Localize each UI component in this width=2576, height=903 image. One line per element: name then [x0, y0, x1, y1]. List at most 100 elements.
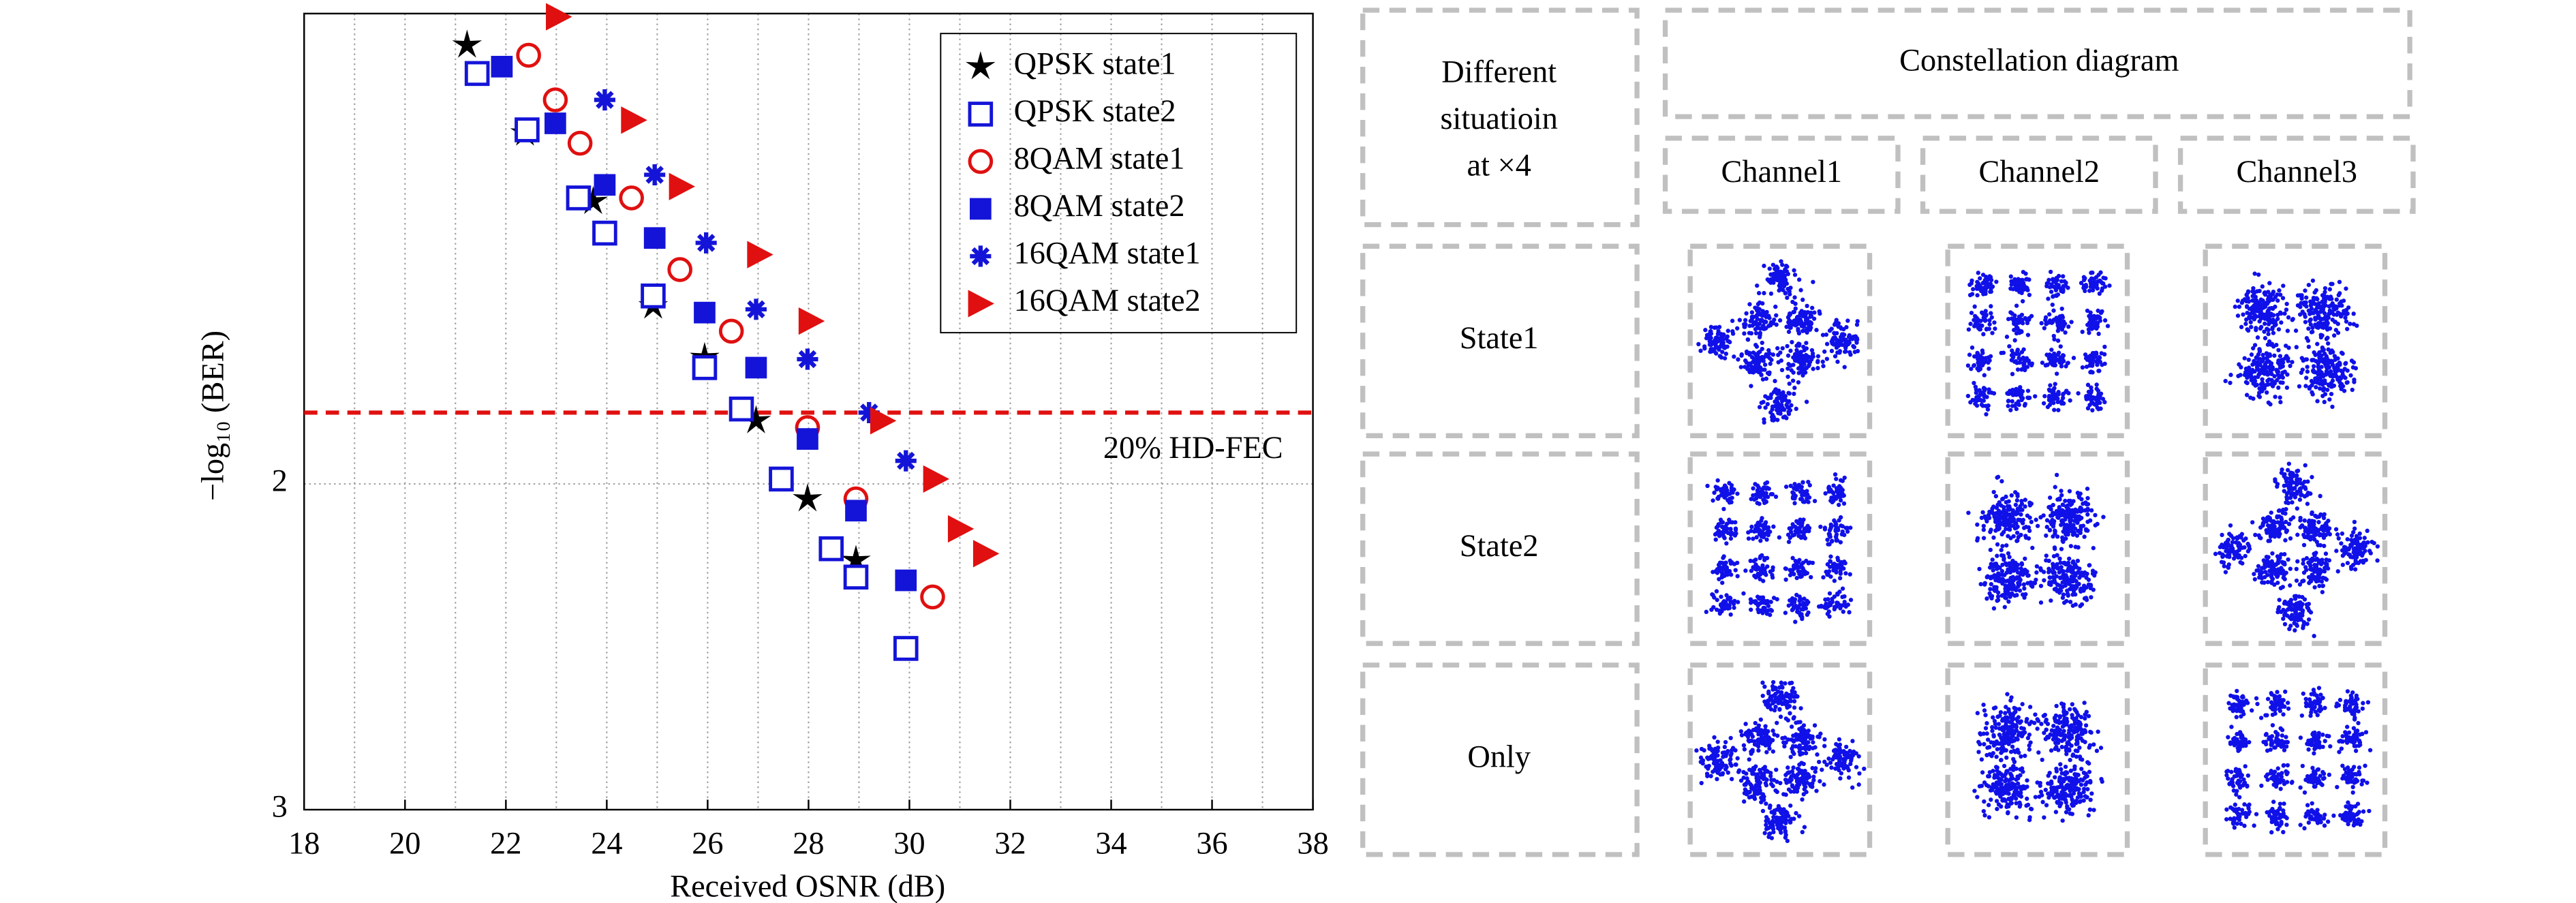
constellation-dot — [1785, 271, 1790, 277]
constellation-dot — [2263, 336, 2268, 341]
constellation-dot — [2013, 490, 2018, 495]
constellation-dot — [1762, 555, 1767, 561]
constellation-dot — [1820, 767, 1824, 772]
constellation-dot — [2278, 399, 2283, 405]
constellation-dot — [1985, 574, 1990, 579]
constellation-dot — [1715, 339, 1721, 343]
constellation-dot — [1796, 733, 1802, 738]
marker-square — [464, 61, 490, 87]
constellation-dot — [1991, 606, 1997, 611]
constellation-dot — [2055, 497, 2060, 502]
constellation-dot — [2059, 356, 2064, 361]
constellation-dot — [2252, 316, 2256, 321]
constellation-dot — [2322, 311, 2327, 316]
constellation-dot — [2013, 512, 2019, 517]
constellation-dot — [1748, 597, 1753, 602]
constellation-box — [1687, 243, 1873, 438]
constellation-dot — [1720, 771, 1725, 777]
constellation-dot — [1811, 740, 1815, 745]
constellation-dot — [2013, 502, 2019, 507]
constellation-dot — [2035, 523, 2040, 528]
constellation-dot — [1758, 331, 1763, 335]
row-label: State1 — [1460, 321, 1539, 356]
constellation-dot — [1976, 271, 1980, 275]
constellation-dot — [1999, 532, 2004, 537]
constellation-dot — [2049, 506, 2053, 512]
constellation-dot — [1999, 553, 2004, 558]
constellation-dot — [2251, 396, 2256, 401]
constellation-dot — [1804, 346, 1809, 351]
constellation-dot — [2010, 591, 2014, 596]
constellation-dot — [1770, 749, 1776, 754]
constellation-dot — [2340, 372, 2345, 377]
constellation-dot — [1977, 566, 1982, 572]
constellation-dot — [2325, 322, 2329, 327]
constellation-dot — [1841, 501, 1847, 506]
constellation-dot — [2299, 486, 2303, 491]
constellation-dot — [1792, 705, 1797, 710]
constellation-dot — [1788, 820, 1793, 825]
constellation-dot — [2260, 523, 2265, 528]
constellation-dot — [1981, 315, 1987, 320]
row-label: Only — [1467, 740, 1531, 775]
constellation-dot — [2025, 513, 2030, 518]
constellation-dot — [2029, 519, 2034, 525]
constellation-dot — [1768, 825, 1773, 829]
constellation-dot — [1982, 514, 1987, 519]
constellation-dot — [1707, 342, 1713, 347]
constellation-dot — [2269, 524, 2273, 529]
constellation-dot — [1704, 764, 1708, 769]
constellation-dot — [2020, 299, 2025, 304]
constellation-dot — [2273, 395, 2278, 399]
constellation-dot — [2365, 540, 2370, 545]
constellation-dot — [2322, 299, 2327, 304]
constellation-dot — [1769, 608, 1775, 613]
marker-triangle — [798, 307, 825, 335]
constellation-dot — [2290, 487, 2295, 492]
constellation-dot — [2080, 329, 2085, 335]
constellation-dot — [2344, 319, 2349, 324]
constellation-dot — [2245, 297, 2250, 302]
constellation-dot — [1975, 350, 1980, 356]
constellation-dot — [1764, 750, 1769, 754]
constellation-dot — [2328, 294, 2333, 299]
constellation-dot — [2033, 394, 2038, 399]
constellation-dot — [2055, 282, 2060, 288]
constellation-dot — [1786, 391, 1791, 395]
constellation-dot — [1785, 315, 1791, 320]
constellation-dot — [1757, 307, 1762, 311]
constellation-dot — [2299, 493, 2303, 498]
constellation-dot — [1762, 367, 1767, 372]
constellation-dot — [1722, 356, 1728, 361]
constellation-dot — [2272, 532, 2277, 538]
constellation-dot — [1775, 815, 1779, 820]
constellation-dot — [2263, 321, 2267, 326]
constellation-dot — [2277, 604, 2282, 610]
constellation-dot — [1785, 295, 1790, 301]
constellation-dot — [2290, 360, 2295, 365]
constellation-dot — [2068, 398, 2072, 403]
constellation-dot — [1796, 746, 1802, 750]
constellation-dot — [2305, 502, 2310, 506]
constellation-dot — [1719, 594, 1723, 599]
constellation-dot — [1738, 365, 1743, 369]
constellation-dot — [2041, 570, 2046, 575]
constellation-dot — [1982, 356, 1987, 362]
marker-circle — [516, 42, 541, 68]
constellation-dot — [2286, 346, 2291, 350]
constellation-dot — [1720, 750, 1726, 755]
constellation-dot — [2053, 586, 2059, 591]
constellation-dot — [1794, 406, 1798, 411]
constellation-dot — [1757, 405, 1762, 410]
constellation-dot — [2256, 272, 2261, 277]
constellation-dot — [1971, 287, 1976, 292]
constellation-dot — [1774, 322, 1779, 327]
constellation-dot — [1782, 408, 1787, 412]
constellation-dot — [1762, 290, 1766, 296]
constellation-dot — [2303, 314, 2307, 319]
constellation-dot — [1978, 393, 1982, 397]
constellation-dot — [2066, 592, 2070, 598]
constellation-dot — [2023, 356, 2027, 362]
constellation-dot — [1766, 486, 1771, 491]
constellation-dot — [2060, 508, 2065, 513]
